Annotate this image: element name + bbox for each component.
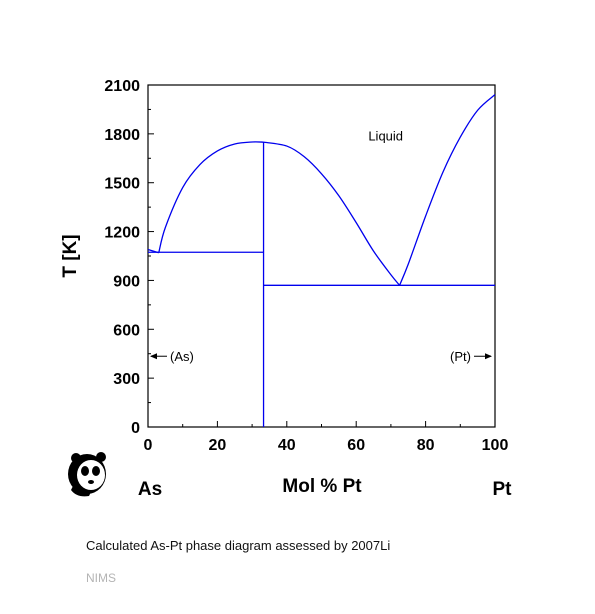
y-tick-label: 1500 (104, 176, 140, 193)
phase-boundary-line (158, 141, 264, 253)
y-tick-label: 0 (131, 420, 140, 437)
y-tick-label: 2100 (104, 78, 140, 95)
plot-frame (147, 84, 496, 428)
axis-ticks: 0 20 40 60 80 100 0 300 600 900 1200 1500 1800 2100 (104, 78, 508, 454)
y-axis-title: T [K] (60, 234, 81, 277)
as-phase-annotation: (As) (150, 349, 194, 364)
y-tick-label: 300 (113, 371, 140, 388)
x-tick-label: 100 (482, 437, 509, 454)
right-element-label: Pt (493, 479, 513, 500)
panda-logo-icon (68, 452, 106, 497)
phase-annotations: Liquid (As) (Pt) (150, 128, 492, 364)
y-tick-label: 1200 (104, 225, 140, 242)
y-tick-label: 1800 (104, 127, 140, 144)
liquid-label: Liquid (368, 128, 403, 143)
y-tick-label: 900 (113, 273, 140, 290)
pt-phase-label: (Pt) (450, 349, 471, 364)
x-tick-label: 60 (347, 437, 365, 454)
as-phase-label: (As) (170, 349, 194, 364)
y-tick-label: 600 (113, 322, 140, 339)
right-arrow-head-icon (485, 353, 492, 360)
x-axis-title: Mol % Pt (282, 476, 362, 497)
credit-text: NIMS (86, 571, 116, 585)
x-tick-label: 40 (278, 437, 296, 454)
left-arrow-head-icon (150, 353, 157, 360)
phase-boundary-line (263, 141, 401, 286)
phase-boundary-lines (147, 94, 496, 427)
left-element-label: As (138, 479, 162, 500)
x-tick-label: 80 (417, 437, 435, 454)
pt-phase-annotation: (Pt) (450, 349, 492, 364)
x-tick-label: 0 (144, 437, 153, 454)
figure-caption: Calculated As-Pt phase diagram assessed … (86, 538, 391, 553)
phase-boundary-line (398, 94, 496, 286)
x-tick-label: 20 (209, 437, 227, 454)
